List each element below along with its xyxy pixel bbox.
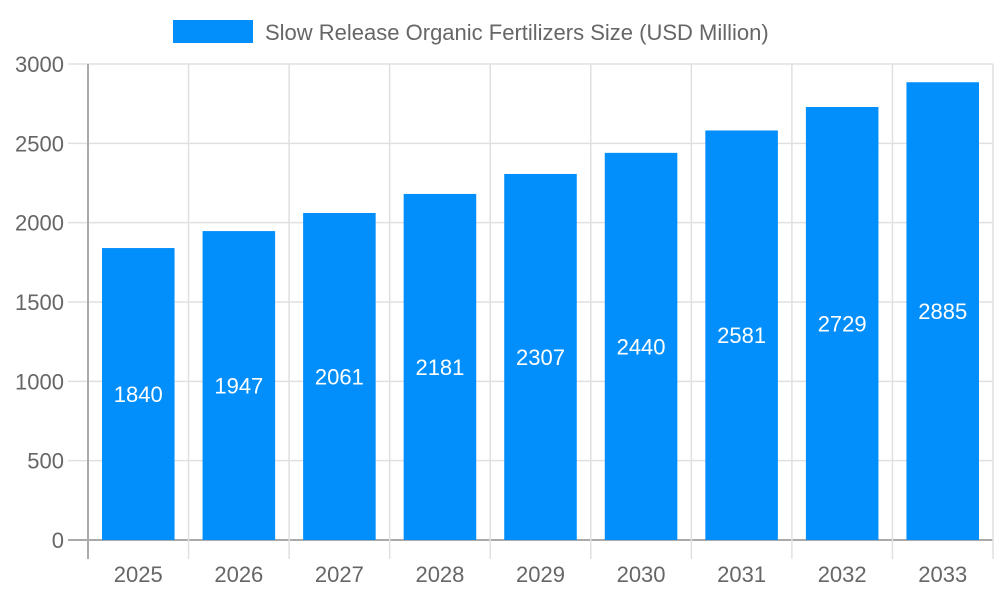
y-tick-label: 3000 bbox=[15, 52, 64, 77]
y-tick-label: 1500 bbox=[15, 290, 64, 315]
data-label: 1840 bbox=[114, 382, 163, 407]
x-tick-label: 2030 bbox=[617, 562, 666, 587]
y-tick-label: 0 bbox=[52, 528, 64, 553]
bar[interactable] bbox=[102, 248, 175, 540]
data-label: 2181 bbox=[415, 355, 464, 380]
bar[interactable] bbox=[403, 193, 477, 540]
data-label: 2061 bbox=[315, 364, 364, 389]
x-tick-label: 2027 bbox=[315, 562, 364, 587]
y-tick-label: 2000 bbox=[15, 211, 64, 236]
y-tick-label: 1000 bbox=[15, 369, 64, 394]
data-label: 2307 bbox=[516, 345, 565, 370]
x-tick-label: 2026 bbox=[214, 562, 263, 587]
y-tick-label: 2500 bbox=[15, 131, 64, 156]
y-tick-label: 500 bbox=[27, 449, 64, 474]
x-tick-label: 2025 bbox=[114, 562, 163, 587]
bar[interactable] bbox=[906, 82, 979, 540]
x-tick-label: 2029 bbox=[516, 562, 565, 587]
legend-swatch[interactable] bbox=[173, 20, 253, 43]
legend-label[interactable]: Slow Release Organic Fertilizers Size (U… bbox=[265, 20, 769, 45]
data-label: 2440 bbox=[617, 334, 666, 359]
bar[interactable] bbox=[805, 106, 879, 541]
bar[interactable] bbox=[604, 152, 678, 540]
data-label: 2581 bbox=[717, 323, 766, 348]
data-label: 2729 bbox=[818, 311, 867, 336]
bar[interactable] bbox=[705, 130, 778, 541]
x-tick-label: 2033 bbox=[918, 562, 967, 587]
bar[interactable] bbox=[504, 173, 577, 540]
data-label: 2885 bbox=[918, 299, 967, 324]
x-tick-label: 2032 bbox=[818, 562, 867, 587]
bar[interactable] bbox=[202, 231, 276, 541]
x-tick-label: 2028 bbox=[415, 562, 464, 587]
data-label: 1947 bbox=[214, 374, 263, 399]
x-tick-label: 2031 bbox=[717, 562, 766, 587]
bar[interactable] bbox=[303, 212, 376, 540]
